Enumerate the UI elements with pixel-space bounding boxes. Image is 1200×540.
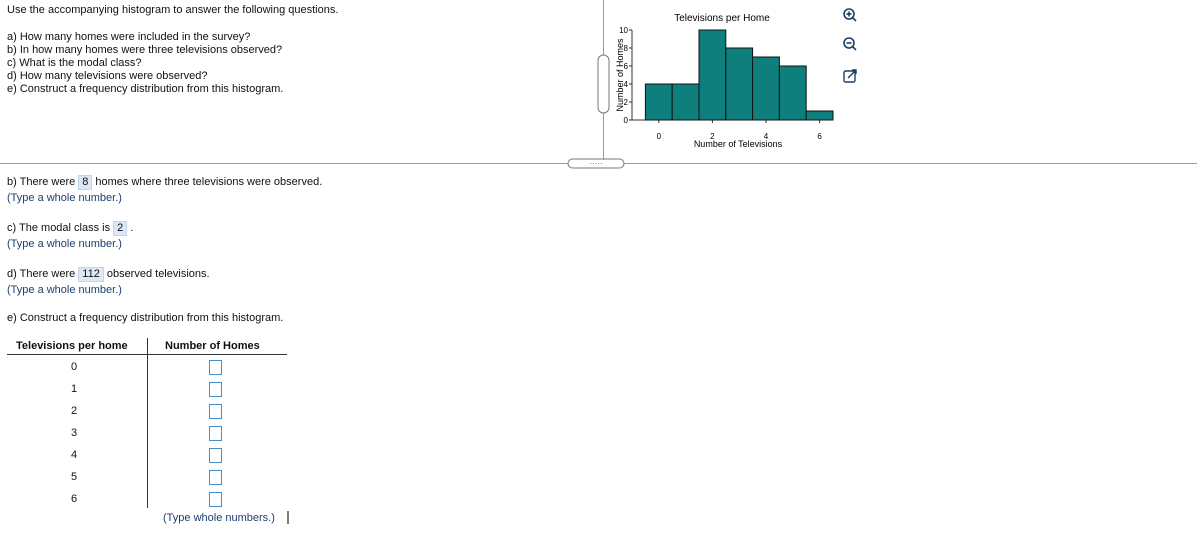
open-external[interactable] xyxy=(843,69,857,83)
answer-line: d) There were 112 observed televisions. xyxy=(7,267,210,282)
answer-hint: (Type a whole number.) xyxy=(7,192,122,204)
zoom-out[interactable] xyxy=(843,37,857,51)
resize-handle[interactable] xyxy=(597,54,610,114)
answer-prefix: b) There were xyxy=(7,176,76,188)
table-row-label: 3 xyxy=(71,427,78,439)
y-tick-label: 4 xyxy=(624,80,629,89)
answer-suffix: . xyxy=(130,222,134,234)
answer-line: b) There were 8 homes where three televisi… xyxy=(7,175,322,190)
table-hint: (Type whole numbers.) xyxy=(163,512,275,524)
question: d) How many televisions were observed? xyxy=(7,70,208,82)
answer-value[interactable]: 2 xyxy=(113,221,128,236)
bar xyxy=(671,83,700,121)
table-row-label: 1 xyxy=(71,383,78,395)
table-row-label: 6 xyxy=(71,493,78,505)
bar xyxy=(778,65,807,121)
answer-hint: (Type a whole number.) xyxy=(7,284,122,296)
answer-value[interactable]: 8 xyxy=(78,175,93,190)
table-row-label: 4 xyxy=(71,449,78,461)
table-header: Televisions per home xyxy=(16,340,128,352)
input-box[interactable] xyxy=(209,360,222,375)
question: c) What is the modal class? xyxy=(7,57,142,69)
x-axis-label: Number of Televisions xyxy=(694,139,783,149)
y-tick-label: 0 xyxy=(624,116,629,125)
y-tick-label: 2 xyxy=(624,98,629,107)
question: e) Construct a frequency distribution fr… xyxy=(7,83,284,95)
question: b) In how many homes were three televisi… xyxy=(7,44,283,56)
handle-dots: ····· xyxy=(589,159,602,168)
input-box[interactable] xyxy=(209,382,222,397)
x-tick-label: 2 xyxy=(710,132,715,141)
instructions: Use the accompanying histogram to answer… xyxy=(7,4,339,16)
input-box[interactable] xyxy=(209,426,222,441)
answer-line: c) The modal class is 2. xyxy=(7,221,133,236)
bar xyxy=(698,29,727,121)
table-row-label: 5 xyxy=(71,471,78,483)
input-box[interactable] xyxy=(209,404,222,419)
x-tick-label: 4 xyxy=(764,132,769,141)
input-box[interactable] xyxy=(209,492,222,507)
chart-title: Televisions per Home xyxy=(674,13,770,24)
bar xyxy=(644,83,673,121)
answer-value[interactable]: 112 xyxy=(78,267,104,282)
input-box[interactable] xyxy=(209,448,222,463)
x-tick-label: 0 xyxy=(657,132,662,141)
bar xyxy=(752,56,780,121)
zoom-in[interactable] xyxy=(843,8,857,22)
answer-prefix: c) The modal class is xyxy=(7,222,111,234)
y-tick-label: 8 xyxy=(624,44,629,53)
part-e: e) Construct a frequency distribution fr… xyxy=(7,312,284,324)
y-tick-label: 6 xyxy=(624,62,629,71)
answer-suffix: homes where three televisions were obser… xyxy=(95,176,323,188)
table-row-label: 0 xyxy=(71,361,78,373)
table-header: Number of Homes xyxy=(165,340,260,352)
answer-suffix: observed televisions. xyxy=(106,268,210,280)
input-box[interactable] xyxy=(209,470,222,485)
y-tick-label: 10 xyxy=(619,26,628,35)
table-row-label: 2 xyxy=(71,405,78,417)
bar xyxy=(805,110,834,121)
x-tick-label: 6 xyxy=(817,132,822,141)
resize-handle[interactable] xyxy=(567,158,625,169)
answer-hint: (Type a whole number.) xyxy=(7,238,122,250)
y-axis-label: Number of Homes xyxy=(615,38,625,112)
bar xyxy=(725,47,754,121)
answer-prefix: d) There were xyxy=(7,268,76,280)
question: a) How many homes were included in the s… xyxy=(7,31,251,43)
